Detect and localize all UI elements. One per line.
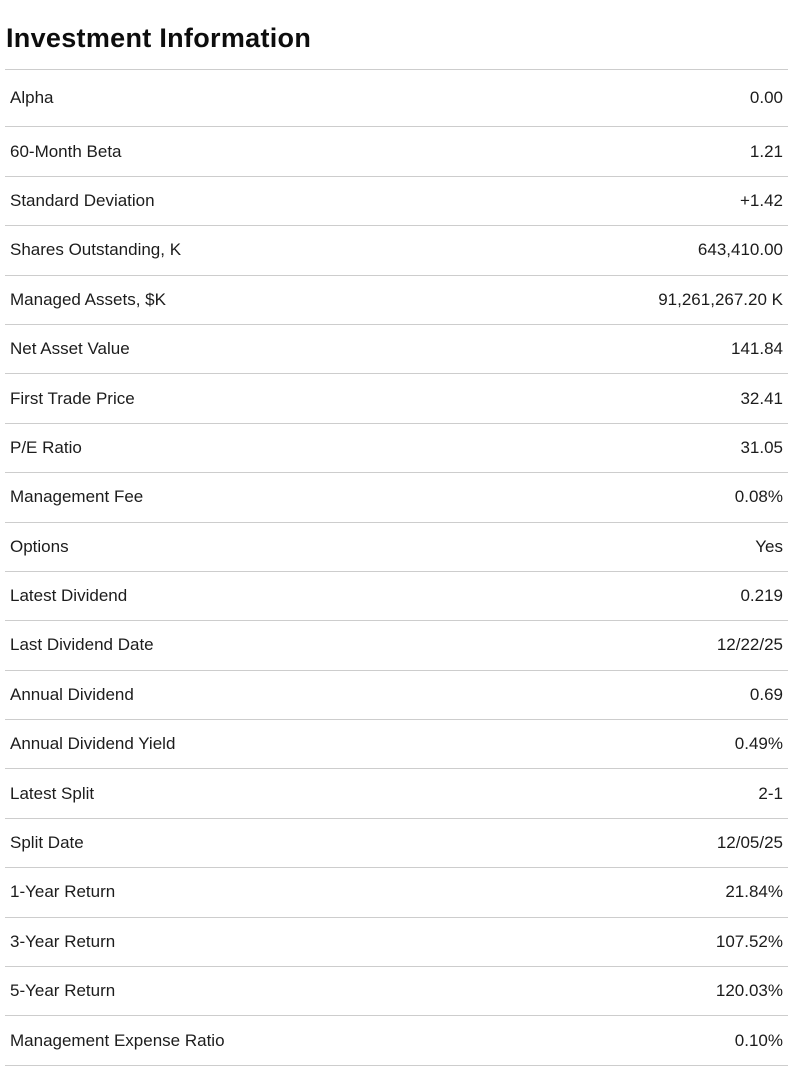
row-value: 12/22/25 bbox=[716, 635, 783, 655]
row-label: Standard Deviation bbox=[10, 190, 155, 210]
row-value: 21.84% bbox=[725, 882, 783, 902]
row-label: Managed Assets, $K bbox=[10, 289, 166, 309]
table-row-net-asset-value: Net Asset Value 141.84 bbox=[5, 325, 788, 375]
row-label: Options bbox=[10, 536, 69, 556]
row-value: 0.69 bbox=[749, 684, 783, 704]
row-value: 141.84 bbox=[731, 339, 783, 359]
row-value: +1.42 bbox=[739, 190, 783, 210]
table-row-management-expense-ratio: Management Expense Ratio 0.10% bbox=[5, 1016, 788, 1066]
row-label: Split Date bbox=[10, 833, 84, 853]
table-row-annual-dividend: Annual Dividend 0.69 bbox=[5, 671, 788, 721]
table-row-managed-assets: Managed Assets, $K 91,261,267.20 K bbox=[5, 276, 788, 325]
row-value: 0.00 bbox=[749, 88, 783, 108]
row-value: 2-1 bbox=[758, 783, 783, 803]
table-row-alpha: Alpha 0.00 bbox=[5, 70, 788, 128]
table-row-first-trade-price: First Trade Price 32.41 bbox=[5, 374, 788, 424]
row-label: Annual Dividend Yield bbox=[10, 734, 176, 754]
panel-header: Investment Information bbox=[5, 0, 788, 70]
row-label: 3-Year Return bbox=[10, 931, 116, 951]
row-value: 12/05/25 bbox=[716, 833, 783, 853]
table-row-management-fee: Management Fee 0.08% bbox=[5, 473, 788, 523]
row-label: Shares Outstanding, K bbox=[10, 240, 182, 260]
table-row-split-date: Split Date 12/05/25 bbox=[5, 819, 788, 869]
row-label: P/E Ratio bbox=[10, 437, 82, 457]
table-row-60-month-beta: 60-Month Beta 1.21 bbox=[5, 127, 788, 177]
table-row-pe-ratio: P/E Ratio 31.05 bbox=[5, 424, 788, 474]
row-value: 0.219 bbox=[740, 586, 783, 606]
row-value: 107.52% bbox=[715, 931, 783, 951]
row-value: 0.49% bbox=[734, 734, 783, 754]
row-value: 0.08% bbox=[734, 487, 783, 507]
row-label: Annual Dividend bbox=[10, 684, 134, 704]
row-value: 0.10% bbox=[734, 1030, 783, 1050]
page-title: Investment Information bbox=[6, 23, 312, 53]
row-label: Latest Dividend bbox=[10, 586, 128, 606]
investment-info-table: Alpha 0.00 60-Month Beta 1.21 Standard D… bbox=[5, 70, 788, 1066]
table-row-annual-dividend-yield: Annual Dividend Yield 0.49% bbox=[5, 720, 788, 770]
row-value: Yes bbox=[755, 536, 783, 556]
table-row-3-year-return: 3-Year Return 107.52% bbox=[5, 918, 788, 968]
row-label: 60-Month Beta bbox=[10, 141, 122, 161]
row-label: First Trade Price bbox=[10, 388, 135, 408]
row-label: Latest Split bbox=[10, 783, 95, 803]
row-value: 91,261,267.20 K bbox=[658, 289, 783, 309]
row-label: Last Dividend Date bbox=[10, 635, 154, 655]
row-label: Management Fee bbox=[10, 487, 144, 507]
row-value: 643,410.00 bbox=[697, 240, 783, 260]
table-row-shares-outstanding: Shares Outstanding, K 643,410.00 bbox=[5, 226, 788, 276]
table-row-5-year-return: 5-Year Return 120.03% bbox=[5, 967, 788, 1017]
row-value: 120.03% bbox=[715, 981, 783, 1001]
row-value: 31.05 bbox=[740, 437, 783, 457]
table-row-standard-deviation: Standard Deviation +1.42 bbox=[5, 177, 788, 227]
table-row-1-year-return: 1-Year Return 21.84% bbox=[5, 868, 788, 918]
row-label: Alpha bbox=[10, 88, 54, 108]
row-label: Management Expense Ratio bbox=[10, 1030, 225, 1050]
table-row-options: Options Yes bbox=[5, 523, 788, 572]
table-row-latest-dividend: Latest Dividend 0.219 bbox=[5, 572, 788, 622]
row-value: 32.41 bbox=[740, 388, 783, 408]
row-label: 1-Year Return bbox=[10, 882, 116, 902]
table-row-last-dividend-date: Last Dividend Date 12/22/25 bbox=[5, 621, 788, 671]
row-value: 1.21 bbox=[749, 141, 783, 161]
row-label: Net Asset Value bbox=[10, 339, 130, 359]
table-row-latest-split: Latest Split 2-1 bbox=[5, 769, 788, 819]
row-label: 5-Year Return bbox=[10, 981, 116, 1001]
